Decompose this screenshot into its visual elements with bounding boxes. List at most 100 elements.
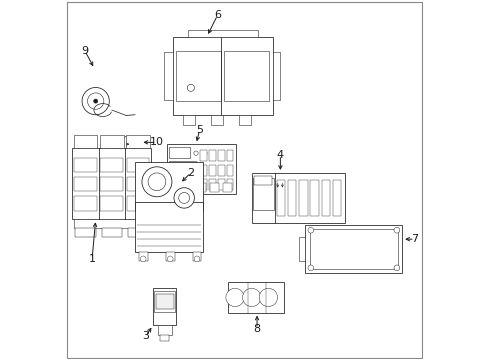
- Bar: [113, 140, 120, 148]
- Circle shape: [140, 256, 146, 262]
- Circle shape: [187, 84, 194, 91]
- Bar: [276, 180, 285, 216]
- Bar: [183, 183, 193, 192]
- Bar: [226, 165, 233, 176]
- Bar: [200, 179, 206, 190]
- Text: 1: 1: [88, 254, 95, 264]
- Bar: [196, 183, 206, 192]
- Bar: [239, 116, 250, 125]
- Circle shape: [120, 136, 136, 152]
- Bar: [74, 197, 97, 211]
- Bar: [253, 178, 273, 211]
- Bar: [158, 325, 171, 335]
- Bar: [224, 51, 268, 101]
- Bar: [72, 148, 151, 220]
- Circle shape: [179, 193, 189, 203]
- Circle shape: [174, 188, 194, 208]
- Bar: [100, 135, 123, 148]
- Bar: [287, 180, 296, 216]
- Bar: [200, 150, 206, 161]
- Bar: [172, 37, 273, 116]
- Circle shape: [87, 93, 103, 109]
- Bar: [217, 165, 224, 176]
- Bar: [135, 202, 203, 252]
- Circle shape: [82, 87, 109, 115]
- Bar: [217, 150, 224, 161]
- Bar: [126, 135, 149, 148]
- Bar: [209, 183, 219, 192]
- Text: 2: 2: [187, 168, 194, 178]
- Bar: [210, 116, 223, 125]
- Text: 6: 6: [214, 10, 221, 20]
- Bar: [200, 165, 206, 176]
- Circle shape: [93, 99, 98, 103]
- Circle shape: [393, 265, 399, 271]
- Bar: [100, 197, 123, 211]
- Bar: [332, 180, 341, 216]
- Text: 8: 8: [253, 324, 260, 334]
- Bar: [183, 116, 195, 125]
- Bar: [160, 335, 169, 341]
- Bar: [253, 176, 272, 185]
- Bar: [208, 179, 215, 190]
- Bar: [74, 135, 97, 148]
- Bar: [321, 180, 329, 216]
- Circle shape: [307, 265, 313, 271]
- Text: 10: 10: [149, 138, 163, 147]
- Bar: [176, 51, 220, 101]
- Bar: [75, 228, 96, 237]
- Bar: [310, 180, 318, 216]
- Bar: [222, 183, 232, 192]
- Text: 7: 7: [410, 234, 418, 244]
- Circle shape: [142, 167, 172, 197]
- Bar: [228, 282, 284, 313]
- Bar: [251, 173, 344, 223]
- Bar: [127, 228, 148, 237]
- Bar: [154, 291, 175, 312]
- Bar: [102, 228, 122, 237]
- Bar: [169, 147, 189, 158]
- Circle shape: [148, 173, 165, 191]
- Bar: [153, 288, 176, 325]
- Bar: [169, 161, 196, 173]
- Bar: [167, 144, 235, 194]
- Bar: [226, 150, 233, 161]
- Circle shape: [203, 151, 206, 155]
- Circle shape: [393, 227, 399, 233]
- Circle shape: [193, 151, 198, 155]
- Bar: [126, 177, 149, 192]
- Bar: [187, 30, 258, 37]
- Bar: [273, 52, 280, 100]
- Bar: [170, 183, 180, 192]
- Bar: [165, 252, 174, 261]
- Bar: [126, 158, 149, 172]
- Text: 5: 5: [196, 125, 203, 135]
- Bar: [298, 237, 305, 261]
- Bar: [163, 52, 172, 100]
- Circle shape: [242, 288, 260, 307]
- Bar: [217, 179, 224, 190]
- Circle shape: [167, 256, 173, 262]
- Circle shape: [259, 288, 277, 307]
- Bar: [74, 158, 97, 172]
- Bar: [135, 162, 203, 211]
- Bar: [120, 137, 136, 152]
- Bar: [139, 252, 147, 261]
- Bar: [305, 225, 402, 273]
- Bar: [226, 179, 233, 190]
- Bar: [192, 252, 201, 261]
- Bar: [208, 150, 215, 161]
- Bar: [100, 158, 123, 172]
- Bar: [299, 180, 307, 216]
- Bar: [155, 294, 174, 310]
- Text: 4: 4: [276, 150, 284, 160]
- Bar: [100, 177, 123, 192]
- Text: 3: 3: [142, 331, 149, 341]
- Bar: [74, 177, 97, 192]
- Bar: [208, 165, 215, 176]
- Bar: [74, 220, 149, 228]
- Circle shape: [225, 288, 244, 307]
- Circle shape: [307, 227, 313, 233]
- Circle shape: [194, 256, 200, 262]
- Bar: [126, 197, 149, 211]
